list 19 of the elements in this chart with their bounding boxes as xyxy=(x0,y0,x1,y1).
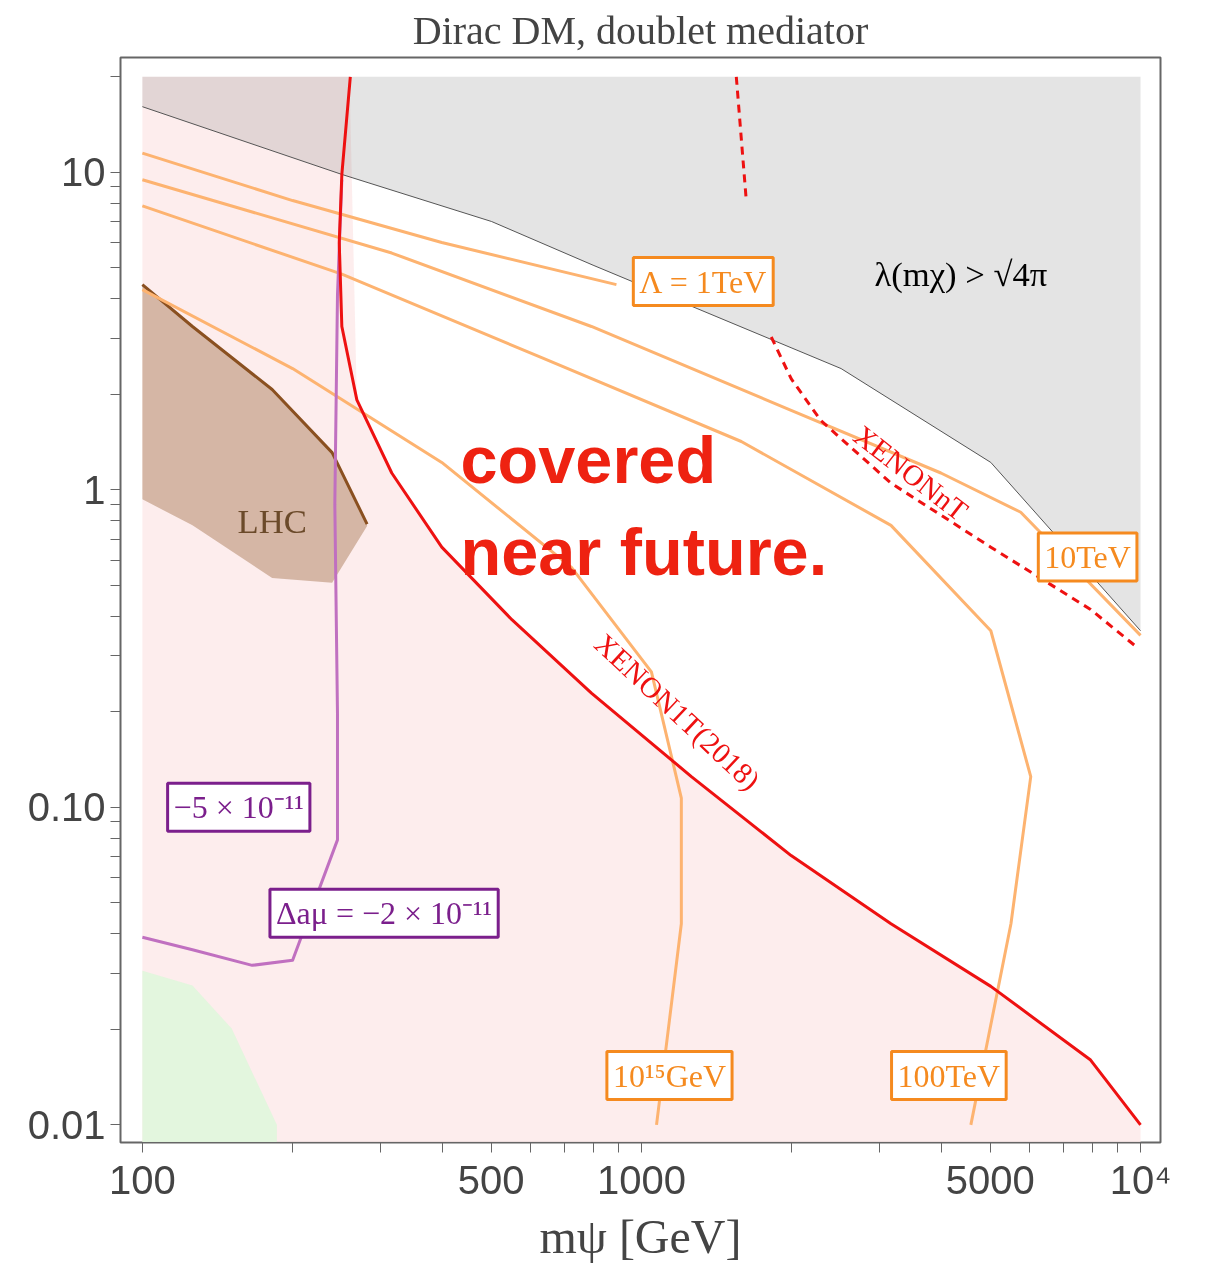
x-tick-label: 500 xyxy=(457,1157,525,1202)
x-tick-label: 5000 xyxy=(945,1157,1035,1202)
y-tick-label: 10 xyxy=(61,150,106,195)
y-tick-label: 0.01 xyxy=(27,1102,106,1147)
x-axis-title: mψ [GeV] xyxy=(539,1209,742,1263)
annotation: 10TeV xyxy=(1044,538,1131,575)
annotation: 100TeV xyxy=(897,1057,1001,1094)
annotation: −5 × 10⁻¹¹ xyxy=(173,789,304,826)
annotation: Λ = 1TeV xyxy=(639,263,767,300)
x-tick-label: 100 xyxy=(109,1157,176,1202)
chart-title: Dirac DM, doublet mediator xyxy=(412,7,869,53)
annotation: λ(mχ) > √4π xyxy=(874,255,1048,295)
annotation: LHC xyxy=(237,501,307,540)
annotation: 10¹⁵GeV xyxy=(612,1057,727,1094)
x-tick-label: 10⁴ xyxy=(1109,1157,1172,1202)
y-tick-label: 1 xyxy=(83,467,106,512)
annotation: Δaμ = −2 × 10⁻¹¹ xyxy=(275,895,493,932)
y-tick-label: 0.10 xyxy=(27,785,106,830)
x-tick-label: 1000 xyxy=(596,1157,686,1202)
